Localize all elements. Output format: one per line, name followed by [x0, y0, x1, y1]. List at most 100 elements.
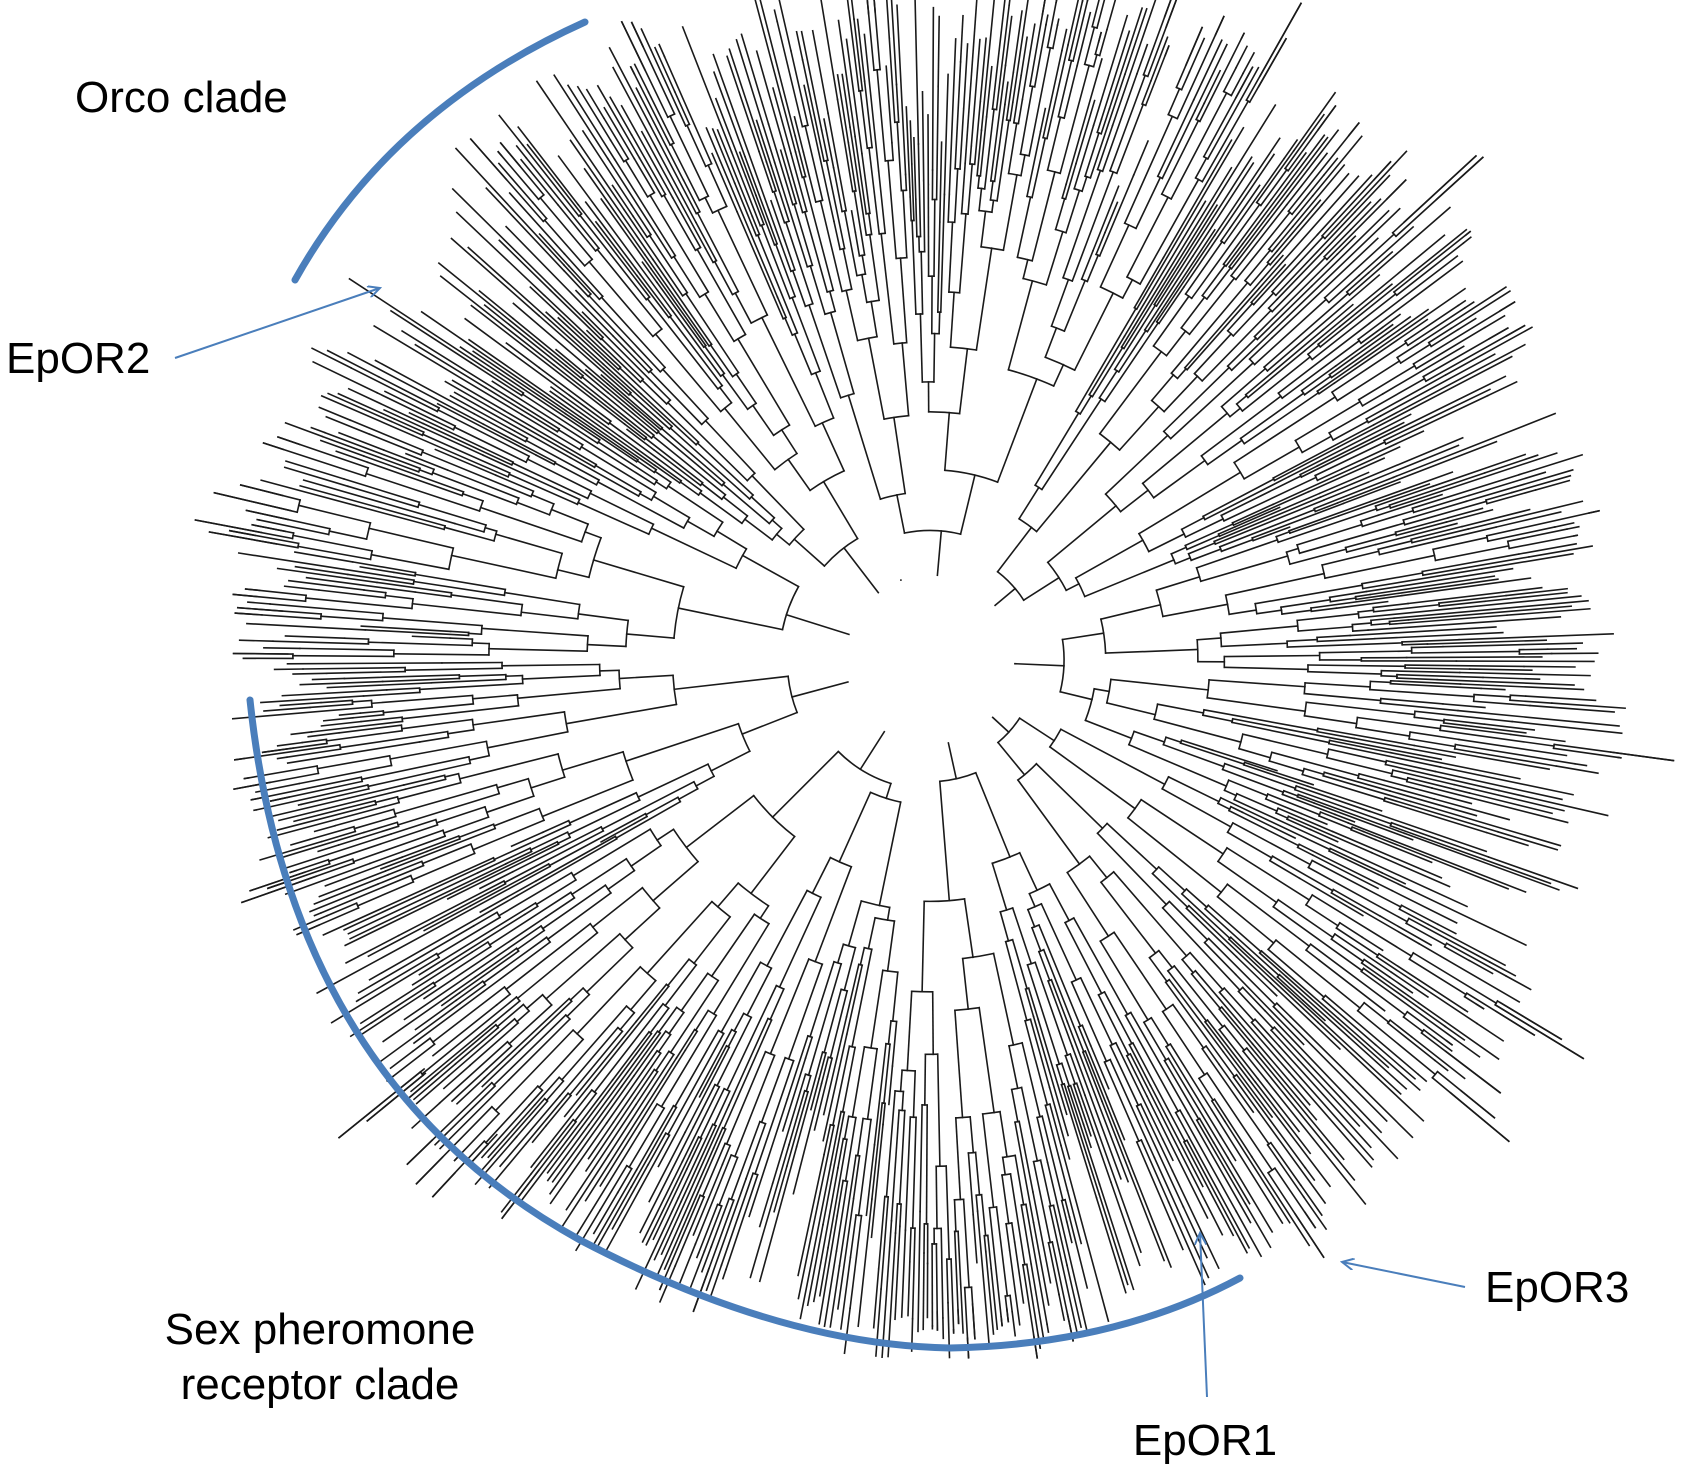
tree-branch	[1228, 184, 1261, 230]
tree-branch	[938, 780, 951, 902]
tree-branch	[426, 837, 461, 853]
tree-branch	[631, 408, 660, 433]
tree-branch	[471, 694, 519, 700]
tree-branch	[1218, 1007, 1293, 1098]
tree-branch	[1380, 674, 1398, 678]
tree-branch	[670, 143, 701, 202]
tree-branch	[1266, 136, 1329, 217]
tree-branch	[1285, 152, 1329, 206]
tree-branch	[774, 243, 797, 298]
tree-branch	[239, 484, 284, 497]
tree-branch	[1235, 394, 1248, 406]
tree-branch	[1187, 904, 1272, 985]
tree-branch	[749, 835, 796, 895]
tree-branch	[961, 957, 970, 1010]
tree-branch	[1450, 289, 1512, 330]
tree-branch	[943, 411, 951, 472]
tree-branch	[1421, 555, 1531, 577]
tree-branch	[1098, 174, 1135, 257]
tree-branch	[1370, 617, 1395, 622]
tree-connector	[948, 291, 961, 294]
tree-branch	[684, 292, 740, 374]
tree-branch	[871, 1102, 884, 1201]
tree-branch	[1235, 955, 1278, 997]
tree-connector	[1506, 540, 1511, 550]
tree-branch	[450, 593, 524, 606]
tree-branch	[728, 48, 768, 163]
tree-branch	[836, 1197, 855, 1310]
tree-branch	[1129, 1011, 1190, 1115]
tree-branch	[384, 801, 401, 808]
tree-branch	[276, 807, 363, 831]
tree-branch	[633, 157, 656, 194]
tree-branch	[1032, 1160, 1052, 1244]
tree-branch	[1327, 742, 1442, 768]
tree-branch	[360, 755, 470, 781]
tree-branch	[278, 788, 407, 822]
tree-branch	[1447, 507, 1484, 519]
tree-branch	[550, 508, 590, 526]
tree-branch	[1350, 315, 1412, 360]
tree-branch	[921, 90, 925, 182]
tree-branch	[860, 273, 868, 304]
tree-branch	[1412, 301, 1516, 365]
tree-branch	[1150, 373, 1175, 402]
tree-branch	[697, 1203, 719, 1254]
tree-branch	[507, 1017, 572, 1082]
tree-branch	[649, 1007, 670, 1035]
tree-branch	[569, 456, 640, 498]
tree-branch	[1195, 1119, 1247, 1205]
tree-branch	[468, 754, 491, 761]
tree-branch	[1036, 1116, 1049, 1164]
tree-branch	[688, 1250, 706, 1291]
tree-branch	[343, 891, 427, 931]
tree-branch	[887, 159, 898, 260]
tree-branch	[1274, 210, 1357, 297]
tree-branch	[472, 911, 499, 927]
tree-branch	[654, 480, 668, 490]
tree-branch	[400, 329, 514, 401]
tree-branch	[759, 904, 770, 920]
tree-branch	[471, 642, 491, 645]
tree-branch	[1486, 526, 1556, 543]
tree-branch	[1323, 166, 1392, 240]
tree-branch	[1459, 1089, 1496, 1119]
tree-connector	[622, 750, 634, 782]
tree-branch	[389, 1050, 414, 1070]
tree-branch	[704, 196, 714, 214]
tree-connector	[826, 289, 835, 293]
tree-branch	[712, 71, 747, 158]
tree-branch	[444, 380, 569, 453]
tree-branch	[1188, 37, 1206, 74]
tree-branch	[1163, 1059, 1200, 1121]
tree-branch	[611, 1163, 650, 1230]
tree-branch	[326, 681, 433, 689]
tree-branch	[1353, 174, 1391, 214]
tree-branch	[1348, 242, 1410, 297]
tree-branch	[1323, 228, 1352, 258]
tree-branch	[657, 1006, 678, 1034]
tree-branch	[829, 311, 855, 395]
tree-branch	[1026, 130, 1042, 198]
tree-branch	[1161, 1138, 1174, 1162]
tree-branch	[511, 461, 589, 500]
tree-connector	[910, 990, 934, 993]
tree-branch	[1274, 811, 1289, 820]
tree-branch	[1084, 131, 1100, 178]
tree-branch	[442, 816, 490, 835]
tree-branch	[901, 1090, 905, 1112]
tree-branch	[723, 1028, 733, 1044]
tree-branch	[959, 107, 965, 170]
tree-branch	[1407, 586, 1543, 605]
tree-branch	[565, 364, 583, 380]
tree-branch	[503, 829, 605, 884]
tree-branch	[1266, 1143, 1305, 1199]
tree-branch	[1454, 743, 1576, 765]
tree-branch	[1304, 682, 1371, 688]
tree-branch	[269, 603, 384, 615]
tree-branch	[519, 158, 560, 207]
tree-branch	[1316, 363, 1357, 393]
tree-branch	[606, 391, 659, 435]
tree-branch	[1071, 170, 1115, 283]
tree-branch	[1128, 1160, 1173, 1268]
